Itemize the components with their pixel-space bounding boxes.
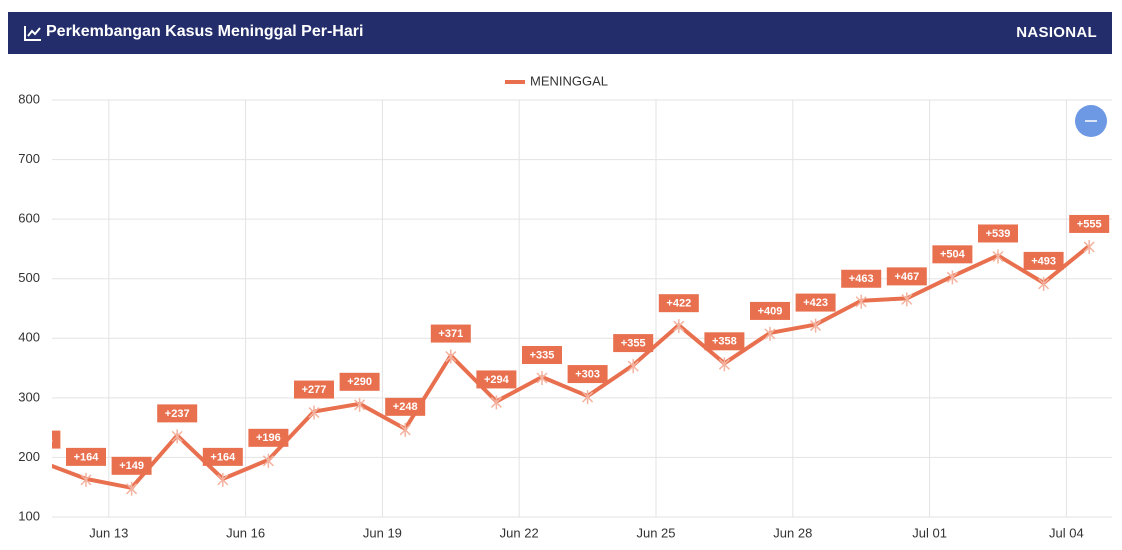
point-marker (810, 318, 822, 333)
value-label-box (886, 267, 927, 286)
y-tick-label: 100 (18, 508, 40, 523)
value-label-box (795, 293, 836, 312)
x-tick-label: Jun 13 (89, 525, 128, 540)
point-marker (855, 294, 867, 309)
value-label: +355 (621, 337, 646, 349)
value-label-box (750, 301, 790, 320)
value-label: +539 (986, 228, 1011, 240)
point-marker (536, 371, 548, 386)
value-label-box (476, 370, 517, 389)
value-label: +467 (894, 271, 919, 283)
value-label: +196 (256, 432, 281, 444)
value-label-box (613, 334, 654, 353)
value-label: +493 (1031, 255, 1056, 267)
value-label-box (658, 294, 699, 313)
point-marker (80, 472, 92, 487)
value-label: +422 (666, 298, 691, 310)
x-tick-label: Jun 28 (773, 525, 812, 540)
point-marker (445, 349, 457, 364)
value-label: +193 (28, 434, 53, 446)
x-tick-label: Jun 19 (363, 525, 402, 540)
point-marker (308, 405, 320, 420)
x-tick-label: Jul 01 (912, 525, 947, 540)
y-tick-label: 700 (18, 151, 40, 166)
point-marker (901, 292, 913, 307)
header-bar: Perkembangan Kasus Meninggal Per-Hari NA… (8, 12, 1112, 54)
point-marker (673, 319, 685, 334)
value-label: +504 (940, 249, 966, 261)
point-marker (764, 326, 776, 341)
value-label: +358 (712, 336, 737, 348)
value-label-box (294, 380, 334, 399)
value-label-box (522, 346, 562, 365)
value-label-box (1069, 214, 1110, 233)
value-label-box (157, 404, 198, 423)
value-label-box (248, 428, 289, 447)
value-label: +164 (210, 451, 236, 463)
value-label: +409 (758, 305, 783, 317)
chart: +193 +164 +149 +237 +164 +196 +277 +290 +248 +371… (18, 73, 1112, 540)
value-label-box (111, 456, 152, 475)
value-label-box (202, 447, 243, 466)
value-label-box (430, 324, 471, 343)
y-tick-label: 800 (18, 91, 40, 106)
value-label: +303 (575, 368, 600, 380)
value-label: +294 (484, 374, 510, 386)
value-label-box (841, 269, 882, 288)
point-marker (262, 453, 274, 468)
point-marker (582, 390, 594, 405)
value-label: +164 (74, 451, 100, 463)
value-label-box (567, 365, 608, 384)
value-label-box (52, 430, 61, 449)
y-tick-label: 600 (18, 211, 40, 226)
value-label: +371 (438, 328, 463, 340)
value-label: +423 (803, 297, 828, 309)
legend-label: MENINGGAL (530, 73, 608, 88)
point-marker (399, 422, 411, 437)
value-label-box (704, 332, 745, 351)
value-label-box (66, 447, 106, 466)
point-marker (217, 472, 229, 487)
value-label: +463 (849, 273, 874, 285)
x-tick-label: Jun 16 (226, 525, 265, 540)
value-label: +277 (302, 384, 327, 396)
point-marker (354, 397, 366, 412)
point-marker (627, 359, 639, 374)
value-label-box (1023, 251, 1064, 270)
value-label-box (385, 397, 426, 416)
point-marker (718, 357, 730, 372)
value-label: +149 (119, 460, 144, 472)
y-tick-label: 500 (18, 270, 40, 285)
value-label: +237 (165, 408, 190, 420)
point-marker (171, 429, 183, 444)
series-line (52, 244, 1091, 490)
region-label: NASIONAL (1016, 24, 1097, 41)
x-tick-label: Jun 22 (500, 525, 539, 540)
value-label: +555 (1077, 218, 1102, 230)
value-label: +248 (393, 401, 418, 413)
value-label: +335 (530, 349, 555, 361)
value-label: +290 (347, 376, 372, 388)
point-marker (992, 249, 1004, 264)
x-tick-label: Jun 25 (636, 525, 675, 540)
point-marker (490, 395, 502, 410)
point-marker (126, 481, 138, 496)
value-label-box (339, 372, 380, 391)
y-tick-label: 400 (18, 330, 40, 345)
y-tick-label: 300 (18, 389, 40, 404)
y-tick-label: 200 (18, 449, 40, 464)
chart-icon (24, 26, 41, 41)
point-marker (1083, 239, 1095, 254)
header-title: Perkembangan Kasus Meninggal Per-Hari (46, 23, 364, 40)
point-marker (1038, 276, 1050, 291)
value-label-box (978, 224, 1018, 243)
point-marker (946, 270, 958, 285)
value-label-box (932, 245, 973, 264)
x-tick-label: Jul 04 (1049, 525, 1084, 540)
